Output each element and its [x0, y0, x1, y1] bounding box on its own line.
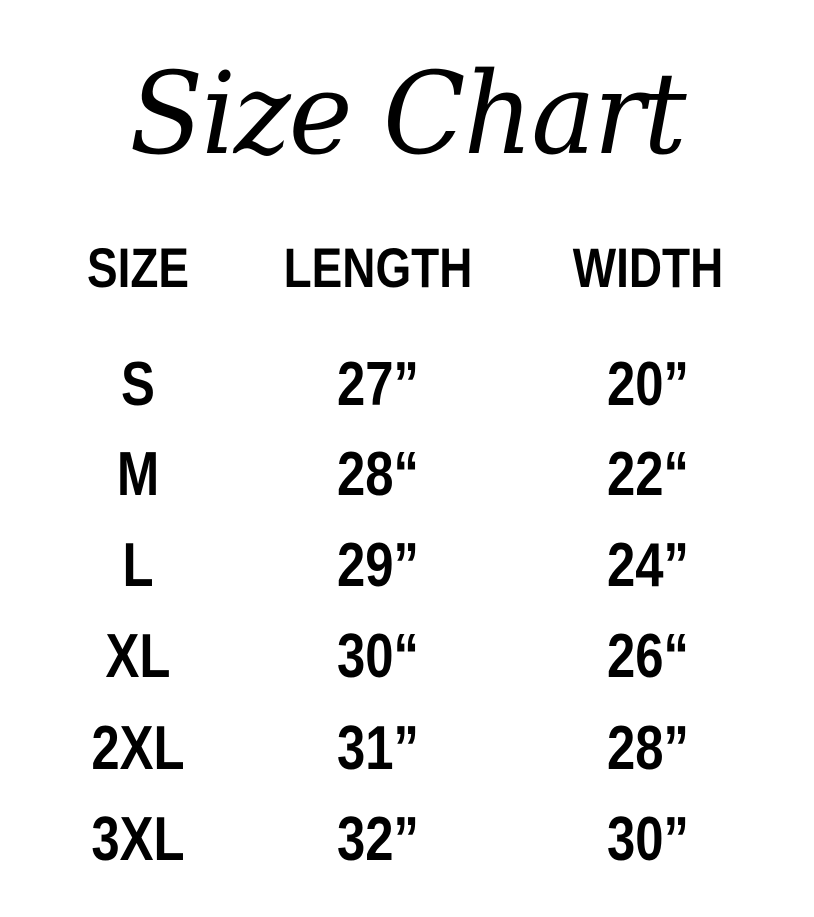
width-cell: 22“ — [607, 440, 689, 509]
width-cell: 30” — [607, 805, 689, 874]
size-cell: XL — [105, 622, 171, 691]
length-cell: 30“ — [337, 622, 419, 691]
length-cell: 32” — [337, 805, 419, 874]
size-cell: 3XL — [91, 805, 185, 874]
length-cell: 28“ — [337, 440, 419, 509]
header-length: LENGTH — [283, 236, 473, 299]
page-title: Size Chart — [129, 48, 686, 181]
header-size: SIZE — [86, 236, 190, 299]
header-width: WIDTH — [572, 236, 724, 299]
width-cell: 20” — [607, 350, 689, 419]
size-cell: M — [116, 440, 160, 509]
width-cell: 28” — [607, 714, 689, 783]
length-cell: 27” — [337, 350, 419, 419]
size-cell: 2XL — [91, 714, 185, 783]
length-cell: 29” — [337, 531, 419, 600]
size-cell: S — [121, 350, 155, 419]
width-cell: 26“ — [607, 622, 689, 691]
length-cell: 31” — [337, 714, 419, 783]
width-cell: 24” — [607, 531, 689, 600]
size-cell: L — [122, 531, 154, 600]
